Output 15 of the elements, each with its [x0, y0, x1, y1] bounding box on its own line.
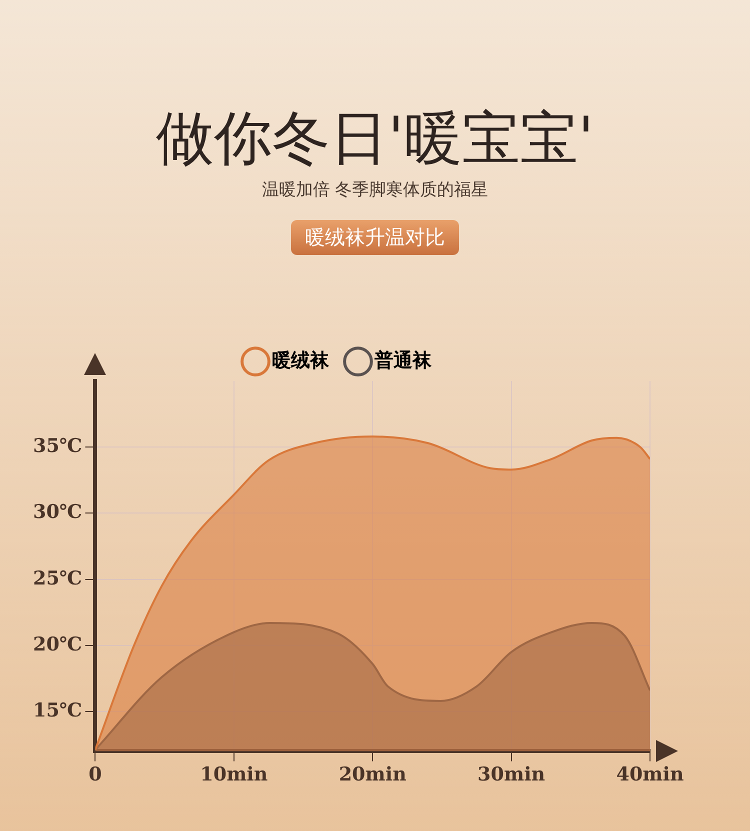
- x-tick-label: 0: [88, 764, 102, 786]
- y-tick-label: 25℃: [32, 567, 82, 590]
- chart-subtitle: 温暖加倍 冬季脚寒体质的福星: [260, 179, 490, 201]
- x-tick-label: 30min: [478, 764, 546, 786]
- y-tick-label: 35℃: [32, 435, 82, 458]
- text: 暖绒袜升温对比: [291, 220, 459, 255]
- y-tick-label: 15℃: [32, 699, 82, 722]
- y-tick-label: 20℃: [32, 633, 82, 656]
- x-tick-label: 10min: [200, 764, 268, 786]
- x-tick-label: 40min: [616, 764, 684, 786]
- legend-label: 暖绒袜: [272, 349, 330, 372]
- y-tick-label: 30℃: [32, 501, 82, 524]
- legend-label: 普通袜: [374, 349, 432, 372]
- chart-title: 做你冬日'暖宝宝': [155, 103, 595, 174]
- x-tick-label: 20min: [338, 764, 407, 786]
